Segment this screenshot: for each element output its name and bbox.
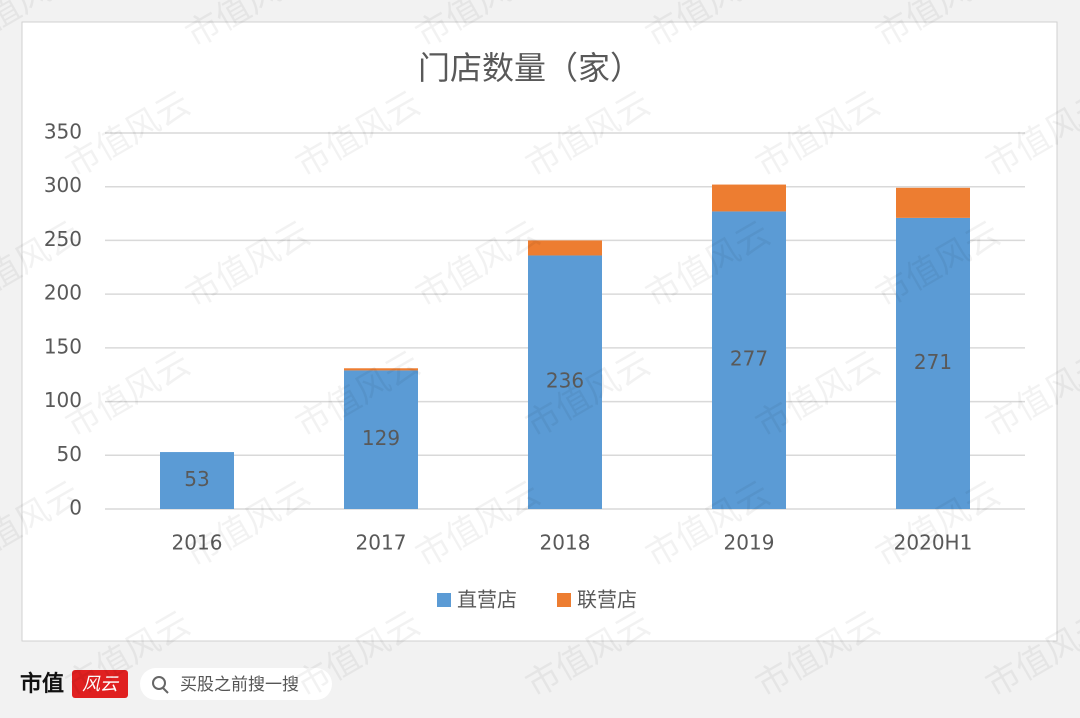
x-tick-label: 2017 [356, 531, 407, 555]
bar-segment [712, 211, 786, 509]
search-icon [152, 676, 166, 690]
bar-segment [528, 240, 602, 256]
y-tick-label: 250 [44, 227, 82, 251]
search-box[interactable] [140, 668, 332, 700]
footer-logo: 风云 [82, 674, 120, 695]
footer-logo-box [72, 670, 128, 698]
y-tick-label: 100 [44, 388, 82, 412]
legend-swatch [557, 593, 571, 607]
bar-segment [528, 255, 602, 509]
bar-segment [896, 187, 970, 218]
x-tick-label: 2016 [172, 531, 223, 555]
y-tick-label: 150 [44, 334, 82, 358]
bar-segment [344, 370, 418, 509]
data-label: 236 [546, 369, 584, 393]
search-text[interactable]: 买股之前搜一搜 [180, 675, 299, 695]
x-tick-label: 2019 [724, 531, 775, 555]
data-label: 277 [730, 347, 768, 371]
legend-label: 联营店 [577, 588, 637, 612]
y-tick-label: 300 [44, 173, 82, 197]
x-tick-label: 2018 [540, 531, 591, 555]
bar-segment [896, 217, 970, 509]
y-tick-label: 200 [44, 281, 82, 305]
y-tick-label: 50 [57, 442, 82, 466]
footer-brand: 市值 [20, 671, 64, 697]
bar-segment [160, 452, 234, 509]
data-label: 271 [914, 350, 952, 374]
x-tick-label: 2020H1 [894, 531, 973, 555]
legend-label: 直营店 [457, 588, 517, 612]
y-tick-label: 350 [44, 120, 82, 144]
legend-swatch [437, 593, 451, 607]
chart-title: 门店数量（家） [418, 49, 642, 87]
bar-segment [344, 368, 418, 371]
bar-segment [712, 184, 786, 212]
y-tick-label: 0 [69, 496, 82, 520]
data-label: 53 [184, 467, 209, 491]
data-label: 129 [362, 426, 400, 450]
search-icon-handle [162, 687, 169, 694]
